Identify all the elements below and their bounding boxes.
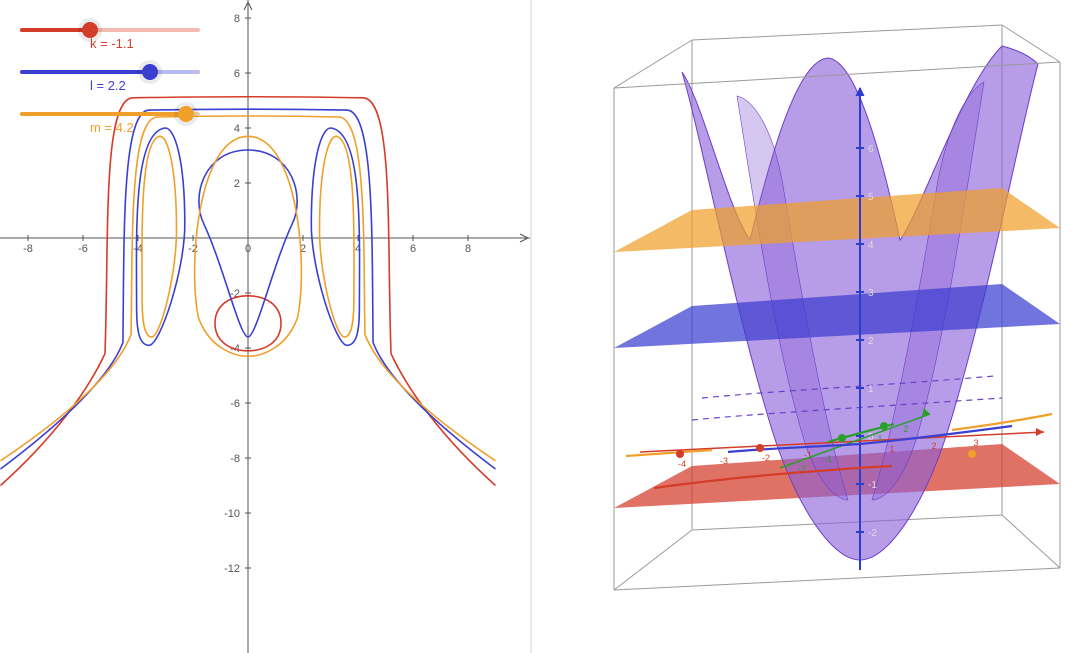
- app-container: k = -1.1l = 2.2m = 4.2 -8-6-4-202468-12-…: [0, 0, 1082, 653]
- blue-level: [311, 128, 359, 345]
- slider-label: l = 2.2: [90, 78, 126, 93]
- z-tick-label: 5: [868, 192, 874, 203]
- orange-level: [142, 136, 177, 337]
- slider-thumb[interactable]: [142, 64, 158, 80]
- z-tick-label: 1: [868, 384, 874, 395]
- y-tick-label: -10: [224, 508, 240, 520]
- y-tick-label: -12: [224, 563, 240, 575]
- plot-3d[interactable]: -2-10123456-4-3-2-1123-2-112: [532, 0, 1082, 653]
- x-tick-label: -6: [78, 243, 88, 255]
- axis-point: [968, 450, 976, 458]
- z-tick-label: 4: [868, 240, 874, 251]
- box-edge: [614, 568, 1060, 590]
- box-edge: [1002, 515, 1060, 568]
- x3d-tick-label: -2: [762, 453, 770, 463]
- box-edge: [614, 530, 692, 590]
- panel-2d: k = -1.1l = 2.2m = 4.2 -8-6-4-202468-12-…: [0, 0, 530, 653]
- y-tick-label: 2: [234, 178, 240, 190]
- x-axis-arrow-icon: [1036, 428, 1044, 436]
- box-edge: [692, 25, 1002, 40]
- slider-label: k = -1.1: [90, 36, 134, 51]
- y-tick-label: -6: [230, 398, 240, 410]
- y-tick-label: -8: [230, 453, 240, 465]
- plot-2d[interactable]: -8-6-4-202468-12-10-8-6-4-2246810: [0, 0, 530, 653]
- x-tick-label: 8: [465, 243, 471, 255]
- x-tick-label: -8: [23, 243, 33, 255]
- axis-point: [756, 444, 764, 452]
- y-tick-label: 4: [234, 123, 240, 135]
- orange-level: [320, 136, 355, 337]
- z-tick-label: -2: [868, 528, 877, 539]
- x-tick-label: -2: [188, 243, 198, 255]
- x3d-tick-label: -4: [678, 459, 686, 469]
- z-tick-label: 3: [868, 288, 874, 299]
- y3d-tick-label: 2: [903, 424, 908, 434]
- y-tick-label: 6: [234, 68, 240, 80]
- x3d-tick-label: 1: [889, 444, 894, 454]
- slider-k[interactable]: k = -1.1: [20, 28, 200, 32]
- x3d-tick-label: 2: [931, 441, 936, 451]
- slider-track[interactable]: [20, 28, 200, 32]
- z-tick-label: 2: [868, 336, 874, 347]
- slider-l[interactable]: l = 2.2: [20, 70, 200, 74]
- slider-label: m = 4.2: [90, 120, 134, 135]
- axis-point: [880, 422, 888, 430]
- box-edge: [614, 40, 692, 88]
- x3d-tick-label: 3: [973, 438, 978, 448]
- z-tick-label: -1: [868, 480, 877, 491]
- x3d-tick-label: -3: [720, 456, 728, 466]
- slider-track[interactable]: [20, 112, 200, 116]
- y-tick-label: 8: [234, 13, 240, 25]
- axis-point: [838, 434, 846, 442]
- slider-m[interactable]: m = 4.2: [20, 112, 200, 116]
- x-tick-label: 6: [410, 243, 416, 255]
- blue-level: [136, 128, 184, 345]
- y3d-tick-label: -1: [824, 454, 832, 464]
- slider-thumb[interactable]: [178, 106, 194, 122]
- x-tick-label: 0: [245, 243, 251, 255]
- panel-3d: -2-10123456-4-3-2-1123-2-112: [532, 0, 1082, 653]
- axis-point: [676, 450, 684, 458]
- z-tick-label: 6: [868, 144, 874, 155]
- slider-track[interactable]: [20, 70, 200, 74]
